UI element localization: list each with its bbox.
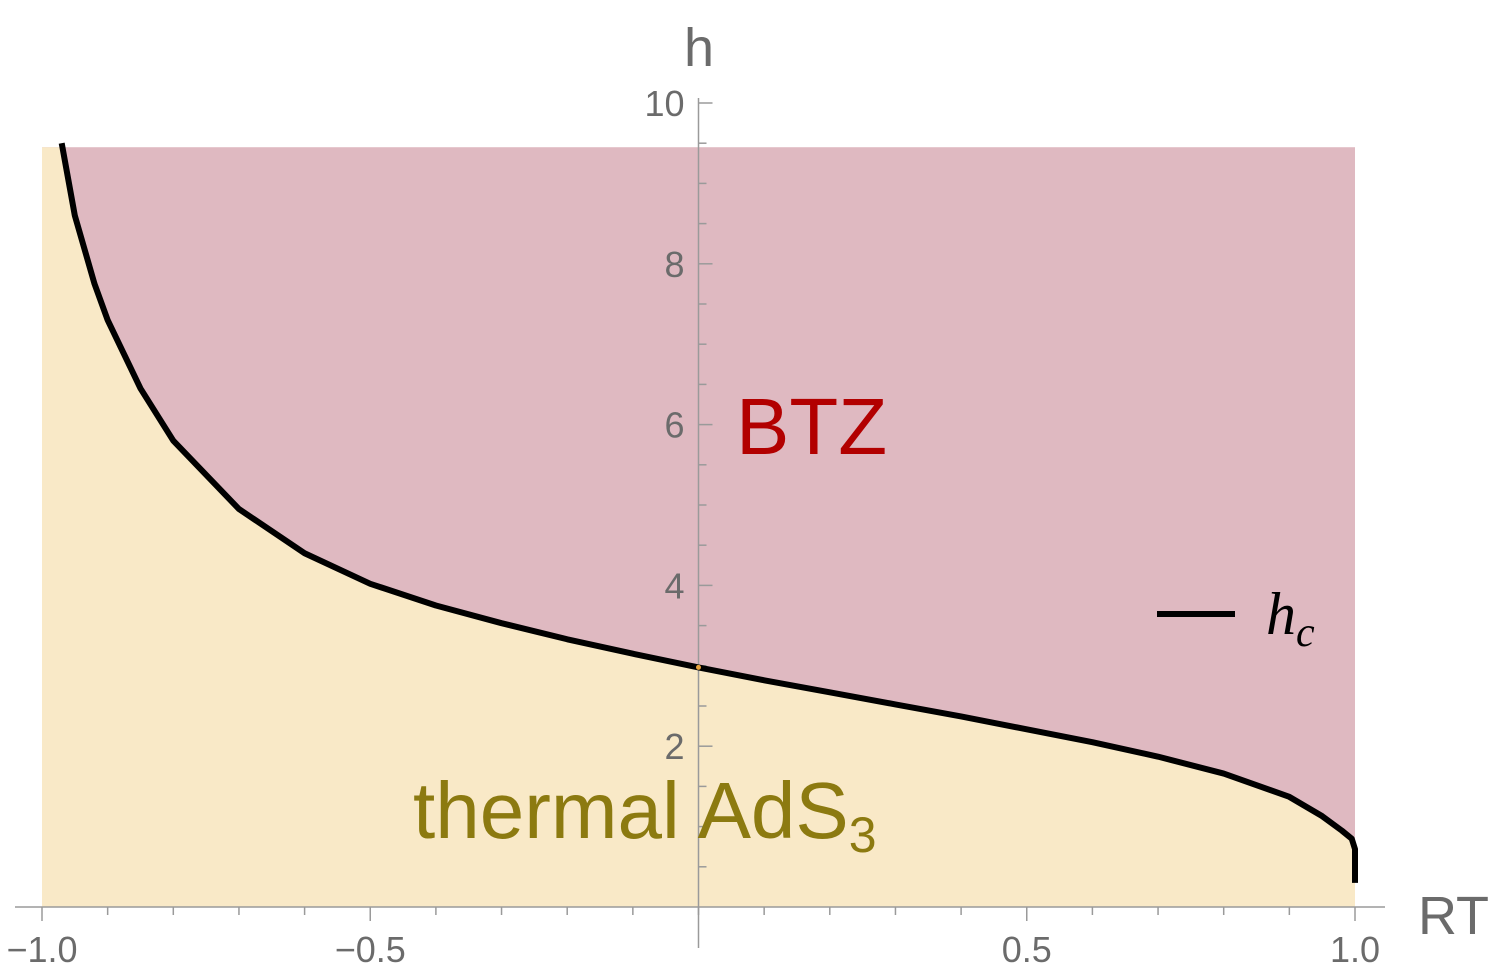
btz-label: BTZ [736, 382, 887, 471]
x-tick-label: −0.5 [335, 929, 406, 970]
axes [15, 98, 1385, 948]
thermal-ads-label: thermal AdS3 [413, 766, 877, 863]
thermal-ads-region [42, 147, 1355, 908]
y-tick-label: 8 [664, 244, 684, 285]
ticks: −1.0 −0.5 0.5 1.0 2 4 6 8 10 [6, 83, 1380, 970]
x-tick-label: −1.0 [6, 929, 77, 970]
y-tick-label: 10 [644, 83, 684, 124]
x-axis-title: RT [1418, 886, 1489, 946]
intercept-marker [696, 664, 701, 670]
x-tick-label: 1.0 [1330, 929, 1380, 970]
thermal-ads-subscript: 3 [849, 807, 877, 863]
x-tick-label: 0.5 [1002, 929, 1052, 970]
hc-curve [58, 142, 1358, 883]
y-tick-label: 4 [664, 565, 684, 606]
legend-subscript: c [1296, 610, 1315, 656]
curve-layer [58, 142, 1358, 883]
y-tick-label: 6 [664, 405, 684, 446]
y-axis-title: h [684, 18, 714, 78]
y-tick-label: 2 [664, 726, 684, 767]
